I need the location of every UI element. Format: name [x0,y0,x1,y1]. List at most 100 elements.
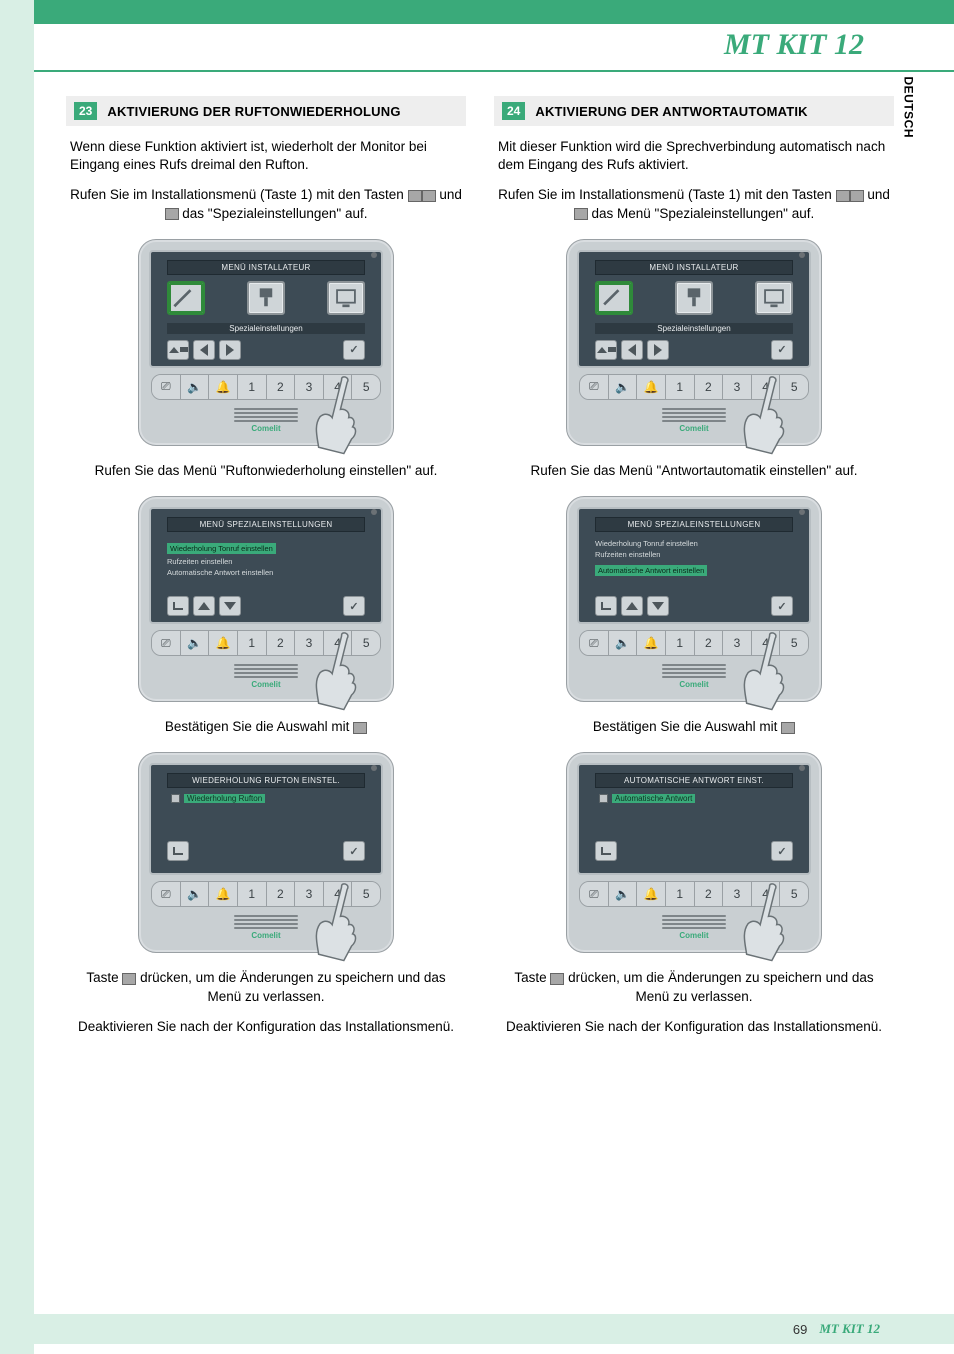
paint-icon [247,281,285,315]
monitor-icon [327,281,365,315]
right-softkey-icon [647,340,669,360]
confirm-label: Bestätigen Sie die Auswahl mit [165,719,353,734]
page-number: 69 [793,1322,807,1337]
key-1: 1 [666,375,695,399]
left-softkey-icon [193,340,215,360]
settings-tools-icon [167,281,205,315]
device-screen: MENÜ INSTALLATEUR Spezialeinstellungen [149,250,383,368]
up-softkey-icon [193,596,215,616]
key-speaker-icon: ⎚ [580,882,609,906]
nav-instruction: Rufen Sie im Installationsmenü (Taste 1)… [494,184,894,232]
key-1: 1 [238,375,267,399]
key-speaker-icon: ⎚ [152,375,181,399]
key-speaker-icon: ⎚ [152,882,181,906]
deactivate-text: Deaktivieren Sie nach der Konfiguration … [494,1016,894,1046]
screen-title: MENÜ INSTALLATEUR [595,260,793,275]
section-header-24: 24 AKTIVIERUNG DER ANTWORTAUTOMATIK [494,96,894,126]
nav-post: das "Spezialeinstellungen" auf. [179,206,368,221]
ok-softkey-icon [343,841,365,861]
speaker-grille-icon [662,664,726,678]
device-illustration-2: MENÜ SPEZIALEINSTELLUNGEN Wiederholung T… [138,496,394,702]
right-arrow-icon [850,190,864,202]
footer-title: MT KIT 12 [819,1321,880,1337]
key-speaker-icon: ⎚ [152,631,181,655]
key-1: 1 [238,882,267,906]
key-bell-icon: 🔔 [209,882,238,906]
home-icon [122,973,136,985]
speaker-grille-icon [234,915,298,929]
section-number-badge: 23 [74,102,97,120]
intro-text: Mit dieser Funktion wird die Sprechverbi… [494,136,894,184]
key-1: 1 [666,631,695,655]
key-bell-icon: 🔔 [637,375,666,399]
left-margin-stripe [0,0,34,1354]
deactivate-text: Deaktivieren Sie nach der Konfiguration … [66,1016,466,1046]
section-number-badge: 24 [502,102,525,120]
device-illustration-1: MENÜ INSTALLATEUR Spezialeinstellungen [566,239,822,446]
key-2: 2 [695,882,724,906]
nav-post: das Menü "Spezialeinstellungen" auf. [588,206,814,221]
camera-dot-icon [799,252,805,258]
device-screen: MENÜ INSTALLATEUR Spezialeinstellungen [577,250,811,368]
header-band [0,0,954,24]
right-softkey-icon [219,340,241,360]
ok-softkey-icon [771,340,793,360]
ok-softkey-icon [771,841,793,861]
checkbox-icon [171,794,180,803]
key-bell-icon: 🔔 [209,631,238,655]
key-2: 2 [267,882,296,906]
return-softkey-icon [167,841,189,861]
menu-list: Wiederholung Tonruf einstellen Rufzeiten… [595,538,793,578]
option-label: Wiederholung Rufton [184,794,265,803]
up-softkey-icon [621,596,643,616]
ok-softkey-icon [771,596,793,616]
device-illustration-3: WIEDERHOLUNG RUFTON EINSTEL. Wiederholun… [138,752,394,953]
screen-title: AUTOMATISCHE ANTWORT EINST. [595,773,793,788]
left-arrow-icon [408,190,422,202]
speaker-grille-icon [234,408,298,422]
menu-item: Wiederholung Tonruf einstellen [167,543,276,554]
key-2: 2 [267,631,296,655]
key-speaker-icon: ⎚ [580,631,609,655]
save-text: Taste drücken, um die Änderungen zu spei… [494,967,894,1015]
camera-dot-icon [371,252,377,258]
ok-softkey-icon [343,340,365,360]
key-mute-icon: 🔈 [181,375,210,399]
return-softkey-icon [595,596,617,616]
step2-text: Rufen Sie das Menü "Antwortautomatik ein… [494,460,894,490]
device-illustration-2: MENÜ SPEZIALEINSTELLUNGEN Wiederholung T… [566,496,822,702]
down-softkey-icon [647,596,669,616]
home-softkey-icon [595,340,617,360]
home-icon [550,973,564,985]
left-softkey-icon [621,340,643,360]
confirm-text: Bestätigen Sie die Auswahl mit [66,716,466,746]
ok-softkey-icon [343,596,365,616]
key-mute-icon: 🔈 [609,882,638,906]
check-icon [165,208,179,220]
checkbox-icon [599,794,608,803]
section-header-23: 23 AKTIVIERUNG DER RUFTONWIEDERHOLUNG [66,96,466,126]
screen-subbar: Spezialeinstellungen [167,323,365,334]
down-softkey-icon [219,596,241,616]
screen-title: MENÜ INSTALLATEUR [167,260,365,275]
left-arrow-icon [836,190,850,202]
key-bell-icon: 🔔 [209,375,238,399]
key-1: 1 [666,882,695,906]
screen-title: MENÜ SPEZIALEINSTELLUNGEN [167,517,365,532]
device-screen: AUTOMATISCHE ANTWORT EINST. Automatische… [577,763,811,875]
screen-subbar: Spezialeinstellungen [595,323,793,334]
key-mute-icon: 🔈 [181,882,210,906]
monitor-icon [755,281,793,315]
confirm-label: Bestätigen Sie die Auswahl mit [593,719,781,734]
key-bell-icon: 🔔 [637,882,666,906]
nav-mid: und [436,187,462,202]
menu-item: Wiederholung Tonruf einstellen [595,538,793,549]
nav-pre: Rufen Sie im Installationsmenü (Taste 1)… [70,187,407,202]
right-arrow-icon [422,190,436,202]
key-2: 2 [695,631,724,655]
key-bell-icon: 🔔 [637,631,666,655]
device-screen: MENÜ SPEZIALEINSTELLUNGEN Wiederholung T… [149,507,383,624]
device-screen: WIEDERHOLUNG RUFTON EINSTEL. Wiederholun… [149,763,383,875]
header-title: MT KIT 12 [0,24,954,68]
menu-item: Rufzeiten einstellen [167,556,365,567]
